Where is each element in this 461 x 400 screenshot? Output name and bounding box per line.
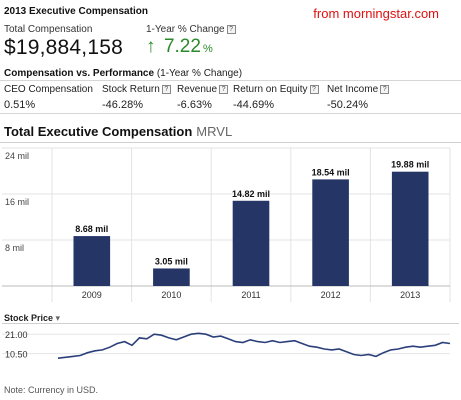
perf-value: -44.69% xyxy=(233,99,274,111)
y-tick-label: 8 mil xyxy=(5,243,24,253)
x-tick-label: 2009 xyxy=(82,290,102,300)
perf-label: Revenue? xyxy=(177,84,229,95)
bar xyxy=(153,268,190,286)
bar xyxy=(232,200,270,286)
currency-note: Note: Currency in USD. xyxy=(4,385,99,395)
perf-label-text: Stock Return xyxy=(102,84,160,95)
perf-value: -46.28% xyxy=(102,99,143,111)
bar xyxy=(312,179,349,286)
change-value-number: 7.22 xyxy=(163,36,201,57)
dropdown-icon[interactable]: ▾ xyxy=(55,313,61,323)
y-tick-label: 24 mil xyxy=(5,151,29,161)
perf-label: CEO Compensation xyxy=(4,84,93,95)
one-year-change-label-text: 1-Year % Change xyxy=(146,24,225,35)
chart-ticker: MRVL xyxy=(196,124,233,139)
change-value-unit: % xyxy=(202,43,213,55)
up-arrow-icon: ↑ xyxy=(146,36,156,57)
chart-title-text: Total Executive Compensation xyxy=(4,124,193,139)
perf-label-text: Net Income xyxy=(327,84,379,95)
perf-value: -6.63% xyxy=(177,99,212,111)
bar xyxy=(391,171,429,286)
total-compensation-label: Total Compensation xyxy=(4,24,92,35)
help-icon[interactable]: ? xyxy=(226,25,236,34)
stock-price-chart: 21.00 10.50 xyxy=(2,323,459,360)
bar-data-label: 18.54 mil xyxy=(312,167,350,177)
perf-value: -50.24% xyxy=(327,99,368,111)
help-icon[interactable]: ? xyxy=(161,85,171,94)
bar-data-label: 14.82 mil xyxy=(232,189,270,199)
help-icon[interactable]: ? xyxy=(309,85,319,94)
x-tick-label: 2010 xyxy=(161,290,181,300)
one-year-change-value: ↑ 7.22% xyxy=(146,36,213,58)
perf-label: Return on Equity? xyxy=(233,84,319,95)
bar-data-label: 3.05 mil xyxy=(155,256,188,266)
total-compensation-value: $19,884,158 xyxy=(4,36,123,59)
stock-y-tick-label: 21.00 xyxy=(5,330,28,340)
x-tick-label: 2013 xyxy=(400,290,420,300)
perf-value: 0.51% xyxy=(4,99,36,111)
source-caption: from morningstar.com xyxy=(313,6,439,21)
total-compensation-label-text: Total Compensation xyxy=(4,24,93,35)
stock-price-label[interactable]: Stock Price ▾ xyxy=(4,313,60,324)
perf-label: Stock Return? xyxy=(102,84,171,95)
performance-section-title: Compensation vs. Performance xyxy=(4,68,155,79)
help-icon[interactable]: ? xyxy=(219,85,229,94)
x-tick-label: 2011 xyxy=(241,290,260,300)
perf-label-text: Return on Equity xyxy=(233,84,308,95)
bar-data-label: 19.88 mil xyxy=(391,160,429,170)
stock-y-tick-label: 10.50 xyxy=(5,350,28,360)
chart-title: Total Executive Compensation MRVL xyxy=(4,124,232,139)
y-tick-label: 16 mil xyxy=(5,197,29,207)
perf-label: Net Income? xyxy=(327,84,390,95)
page-title: 2013 Executive Compensation xyxy=(4,6,148,17)
bar xyxy=(73,236,111,286)
x-tick-label: 2012 xyxy=(321,290,341,300)
performance-section-header: Compensation vs. Performance (1-Year % C… xyxy=(0,67,461,81)
performance-section-subtitle: (1-Year % Change) xyxy=(156,68,243,79)
stock-price-line xyxy=(57,332,451,359)
performance-row: CEO Compensation 0.51% Stock Return? -46… xyxy=(0,80,461,114)
perf-label-text: Revenue xyxy=(177,84,218,95)
help-icon[interactable]: ? xyxy=(380,85,390,94)
bar-data-label: 8.68 mil xyxy=(75,224,108,234)
one-year-change-label: 1-Year % Change? xyxy=(146,24,236,35)
chart-divider xyxy=(0,142,461,143)
compensation-bar-chart: 24 mil 16 mil 8 mil 8.68 mil 2009 3.05 mil 201… xyxy=(2,147,451,302)
stock-price-label-text: Stock Price xyxy=(4,313,54,323)
